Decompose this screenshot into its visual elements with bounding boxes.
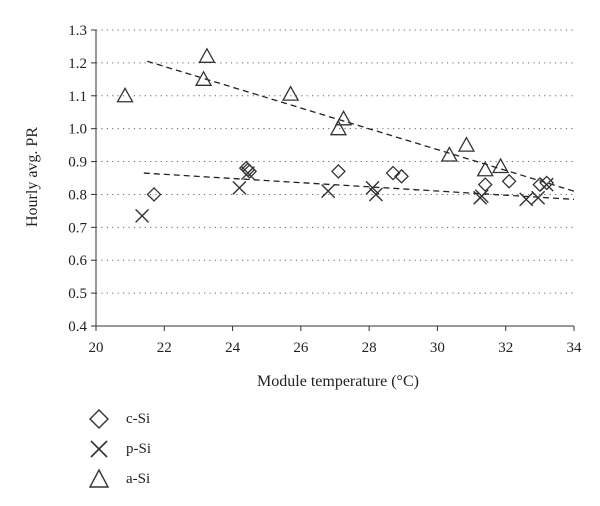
triangle-marker-icon (88, 468, 110, 488)
x-tick-label: 32 (498, 340, 513, 356)
p-si-point (135, 208, 150, 223)
y-tick-label: 0.7 (68, 220, 87, 236)
a-si-point (491, 157, 510, 174)
scatter-chart: 0.4 0.5 0.6 0.7 0.8 0.9 1.0 1.1 1.2 1.3 20 22 24 26 28… (24, 23, 582, 390)
a-si-point (440, 146, 458, 162)
p-si-point (531, 190, 546, 205)
y-axis-title: Hourly avg. PR (24, 127, 41, 227)
a-si-point (329, 119, 348, 136)
legend-label: a-Si (126, 470, 151, 487)
x-tick-label: 28 (362, 340, 377, 356)
cross-marker-icon (90, 440, 108, 458)
y-tick-label: 1.3 (68, 23, 87, 39)
a-si-point (198, 47, 216, 63)
x-tick-label: 26 (293, 340, 309, 356)
trendline (147, 60, 575, 192)
tick-labels: 0.4 0.5 0.6 0.7 0.8 0.9 1.0 1.1 1.2 1.3 20 22 24 26 28… (68, 23, 582, 356)
y-tick-label: 1.2 (68, 56, 87, 72)
legend-item-a-si: a-Si (88, 464, 151, 494)
c-si-point (330, 164, 346, 179)
c-si-point (385, 165, 401, 181)
p-si-point (321, 184, 336, 199)
y-tick-label: 0.6 (68, 253, 87, 269)
y-tick-label: 0.5 (68, 286, 87, 302)
y-tick-label: 1.1 (68, 89, 87, 105)
p-si-point (368, 187, 383, 202)
x-tick-label: 34 (567, 340, 583, 356)
legend-item-c-si: c-Si (88, 404, 151, 434)
c-si-point (146, 187, 162, 202)
x-axis-title: Module temperature (°C) (257, 373, 419, 390)
a-si-point (476, 160, 494, 177)
data-points (116, 47, 555, 223)
a-si-point (282, 85, 300, 101)
diamond-marker-icon (89, 409, 109, 429)
legend-label: c-Si (126, 410, 151, 427)
x-tick-label: 22 (157, 340, 172, 356)
trendlines (143, 60, 575, 201)
c-si-point (477, 177, 493, 192)
p-si-point (365, 180, 380, 195)
a-si-point (334, 109, 353, 126)
x-tick-label: 20 (89, 340, 104, 356)
a-si-point (457, 136, 476, 152)
a-si-point (116, 86, 134, 103)
c-si-point (242, 164, 258, 179)
p-si-point (519, 192, 534, 207)
c-si-point (539, 175, 555, 191)
axes (91, 29, 575, 331)
y-tick-label: 0.8 (68, 187, 87, 203)
legend-item-p-si: p-Si (88, 434, 151, 464)
y-tick-label: 1.0 (68, 122, 87, 138)
legend-label: p-Si (126, 440, 152, 457)
legend: c-Si p-Si a-Si (88, 404, 151, 494)
p-si-point (474, 189, 489, 204)
p-si-point (240, 166, 255, 181)
x-tick-label: 24 (225, 340, 241, 356)
x-tick-label: 30 (430, 340, 445, 356)
a-si-point (194, 70, 213, 86)
trendline (143, 172, 575, 201)
y-tick-label: 0.9 (68, 155, 87, 171)
p-si-point (232, 180, 247, 195)
y-tick-label: 0.4 (68, 319, 87, 335)
p-si-point (539, 177, 554, 192)
c-si-point (394, 168, 409, 184)
c-si-point (501, 173, 517, 189)
